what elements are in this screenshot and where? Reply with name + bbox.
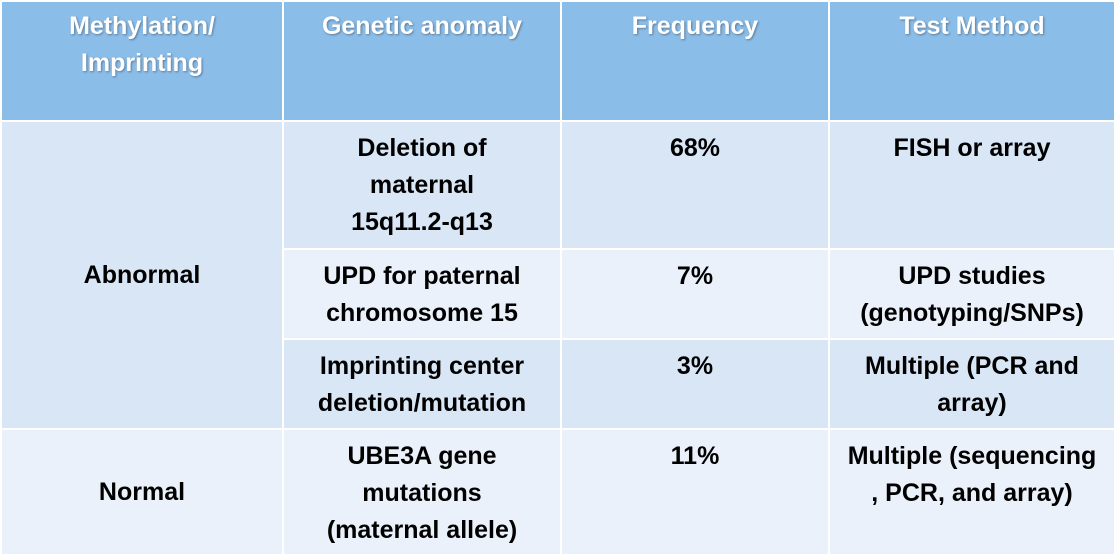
anomaly-cell: Deletion of maternal 15q11.2-q13 [282,120,562,250]
anomaly-cell: Imprinting center deletion/mutation [282,338,562,430]
table-row: Normal UBE3A gene mutations (maternal al… [0,428,1114,556]
frequency-cell: 7% [560,248,830,340]
header-test-method: Test Method [828,0,1114,122]
test-method-cell: Multiple (sequencing , PCR, and array) [828,428,1114,556]
header-row: Methylation/ Imprinting Genetic anomaly … [0,0,1114,122]
header-methylation: Methylation/ Imprinting [0,0,284,122]
header-genetic-anomaly: Genetic anomaly [282,0,562,122]
frequency-cell: 68% [560,120,830,250]
table-row: UPD for paternal chromosome 15 7% UPD st… [1,248,1114,340]
frequency-cell: 11% [560,428,830,556]
test-method-cell: FISH or array [828,120,1114,250]
anomaly-cell: UBE3A gene mutations (maternal allele) [282,428,562,556]
anomaly-cell: UPD for paternal chromosome 15 [282,248,562,340]
table-row: Imprinting center deletion/mutation 3% M… [1,338,1114,430]
header-frequency: Frequency [560,0,830,122]
frequency-cell: 3% [560,338,830,430]
table-row: Abnormal Deletion of maternal 15q11.2-q1… [0,120,1114,430]
group-cell-abnormal: Abnormal [0,120,284,430]
group-cell-normal: Normal [0,428,284,556]
test-method-cell: Multiple (PCR and array) [828,338,1114,430]
test-method-cell: UPD studies (genotyping/SNPs) [828,248,1114,340]
